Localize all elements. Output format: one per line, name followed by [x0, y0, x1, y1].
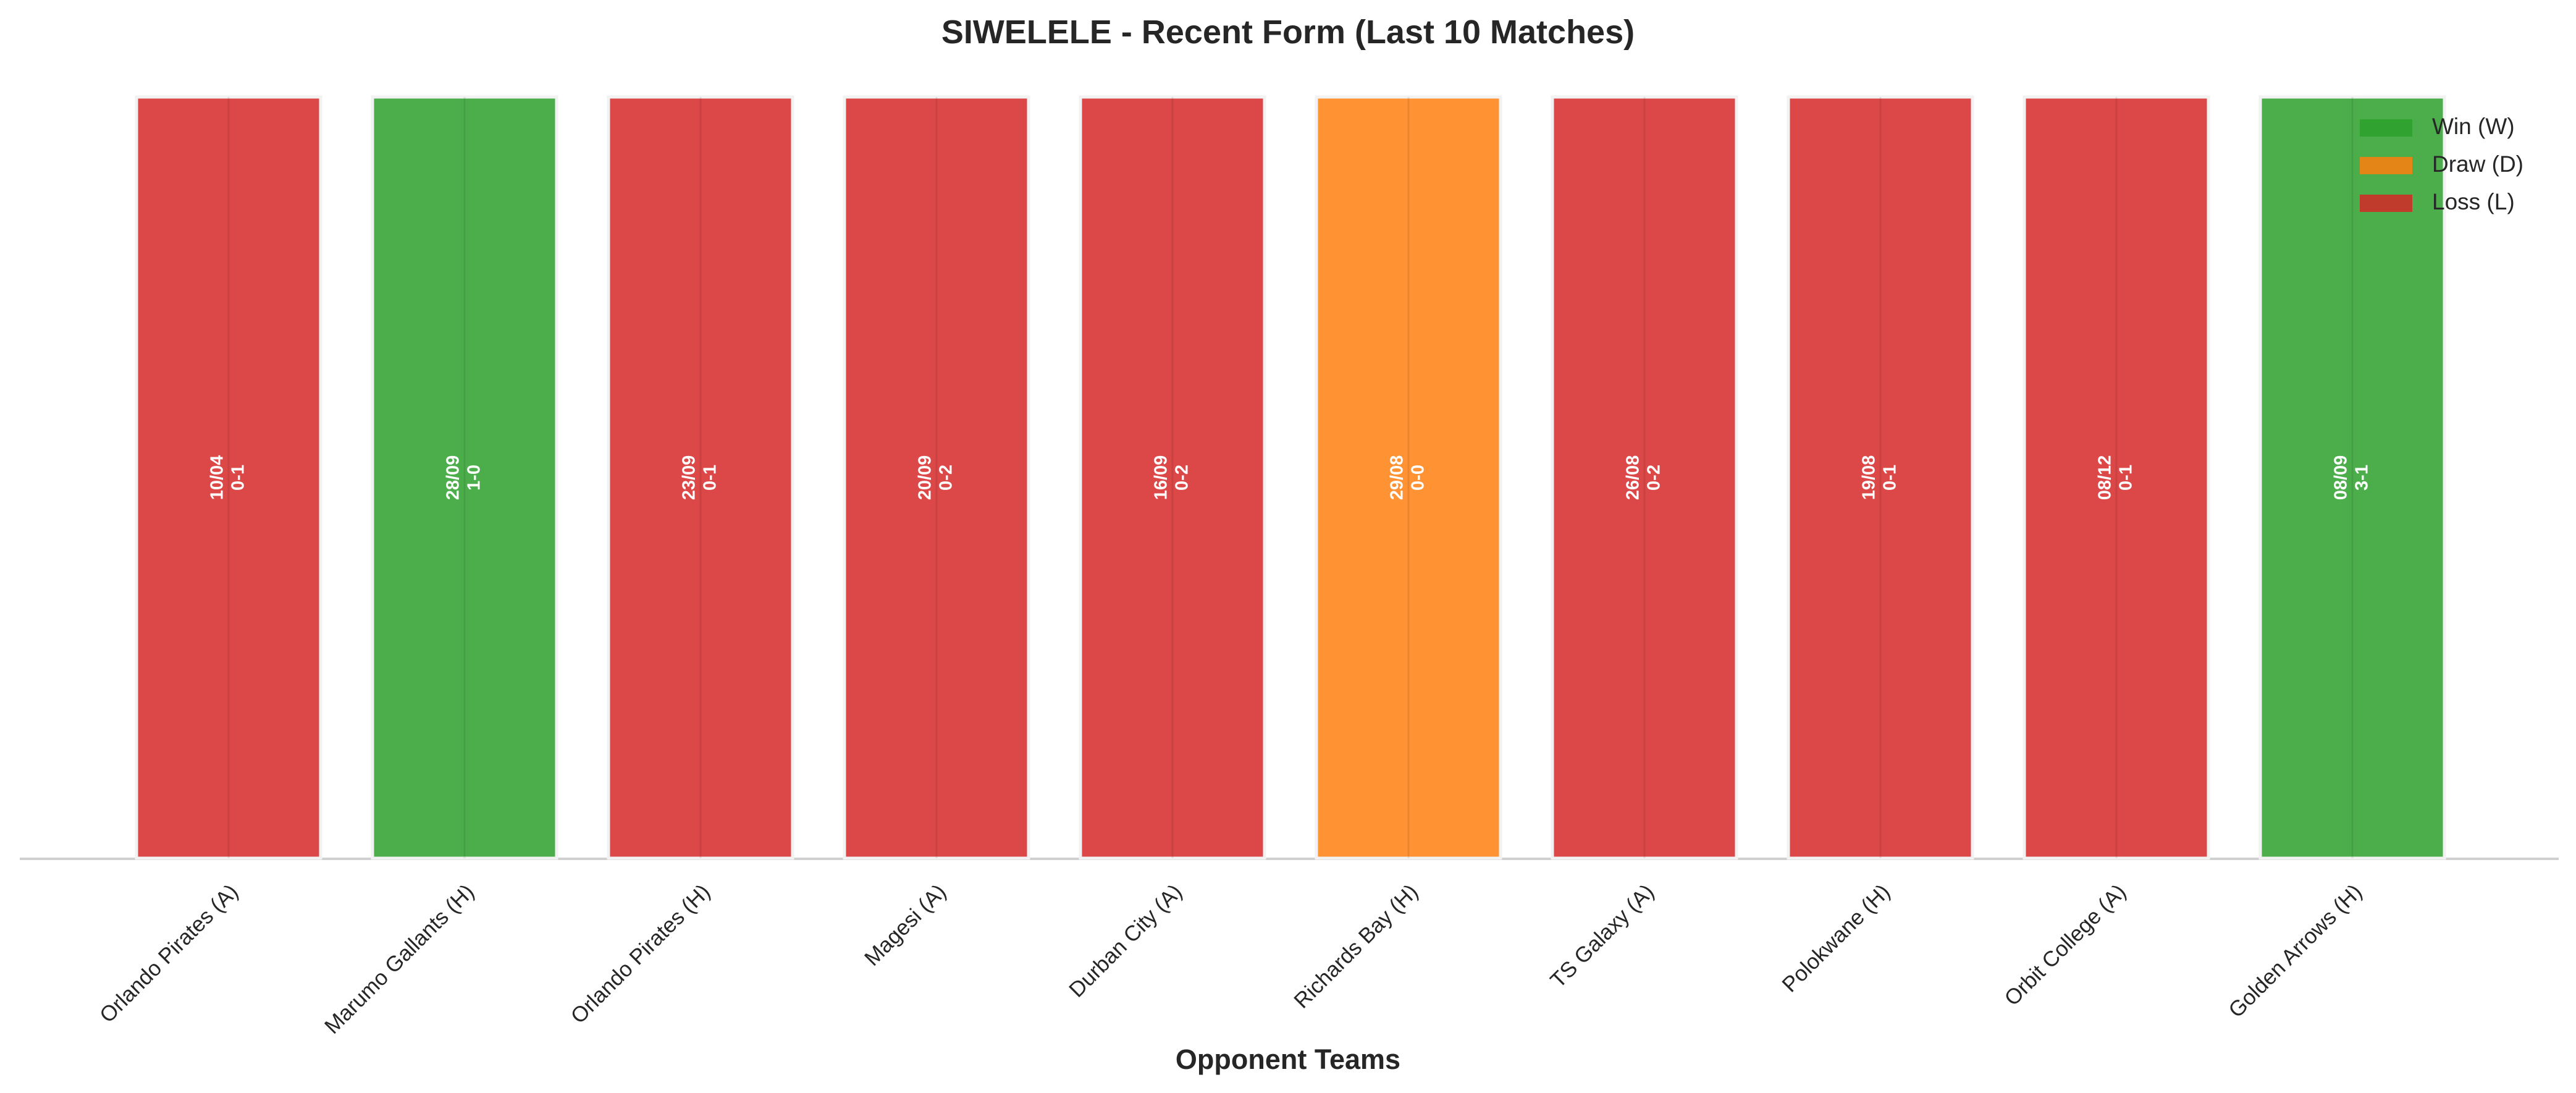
bar-score-label: 0-1	[229, 465, 248, 491]
bar-date-label: 08/09	[2331, 455, 2351, 500]
bar	[1787, 95, 1974, 860]
legend-label: Loss (L)	[2432, 189, 2515, 214]
bar	[2022, 95, 2210, 860]
bar-score-label: 0-2	[937, 465, 956, 491]
bar	[1551, 95, 1738, 860]
bar	[371, 95, 558, 860]
legend-label: Draw (D)	[2432, 151, 2523, 177]
bar-date-label: 19/08	[1859, 455, 1879, 500]
bar-score-label: 0-1	[2116, 465, 2136, 491]
bar	[843, 95, 1030, 860]
bar-score-label: 1-0	[465, 465, 484, 491]
bar	[2258, 95, 2446, 860]
bar-date-label: 26/08	[1623, 455, 1643, 500]
bar	[135, 95, 322, 860]
bar	[607, 95, 794, 860]
chart-title: SIWELELE - Recent Form (Last 10 Matches)	[941, 14, 1635, 51]
bar-date-label: 28/09	[444, 455, 463, 500]
x-tick-label: Marumo Gallants (H)	[320, 880, 479, 1039]
bar-date-label: 20/09	[915, 455, 935, 500]
bar-score-label: 0-1	[1880, 465, 1900, 491]
bar-score-label: 0-2	[1644, 465, 1664, 491]
x-tick-label: Polokwane (H)	[1777, 880, 1895, 997]
x-tick-label: Orlando Pirates (A)	[95, 880, 243, 1028]
x-tick-label: Orlando Pirates (H)	[566, 880, 715, 1029]
legend-swatch	[2360, 195, 2412, 212]
bar-date-label: 08/12	[2095, 455, 2115, 500]
x-tick-label: Golden Arrows (H)	[2224, 880, 2367, 1023]
bar-score-label: 0-2	[1172, 465, 1192, 491]
x-tick-label: Orbit College (A)	[2000, 880, 2131, 1011]
bar-date-label: 10/04	[208, 455, 227, 500]
legend-swatch	[2360, 119, 2412, 137]
bar	[1079, 95, 1266, 860]
x-tick-label: TS Galaxy (A)	[1546, 880, 1659, 993]
bar-score-label: 0-0	[1408, 465, 1428, 491]
x-tick-label: Durban City (A)	[1064, 880, 1187, 1002]
bar-date-label: 23/09	[680, 455, 699, 500]
bar-date-label: 16/09	[1151, 455, 1171, 500]
bar-score-label: 0-1	[701, 465, 720, 491]
bar	[1315, 95, 1502, 860]
x-tick-label: Magesi (A)	[860, 880, 951, 971]
x-axis-label: Opponent Teams	[1176, 1044, 1400, 1075]
x-tick-label: Richards Bay (H)	[1289, 880, 1423, 1013]
bar-date-label: 29/08	[1387, 455, 1407, 500]
bar-score-label: 3-1	[2352, 465, 2372, 491]
legend-label: Win (W)	[2432, 114, 2515, 139]
legend-swatch	[2360, 157, 2412, 174]
